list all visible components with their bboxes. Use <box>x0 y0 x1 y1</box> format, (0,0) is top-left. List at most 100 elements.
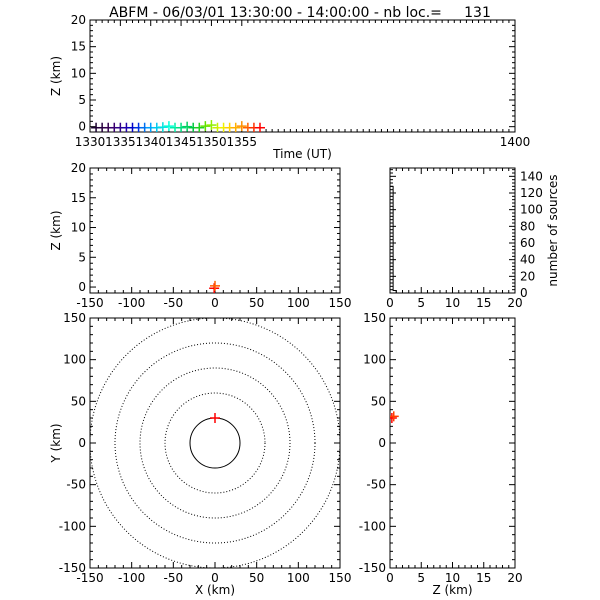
y-axis-label: Y (km) <box>49 423 63 463</box>
x-tick-label: 10 <box>445 571 460 585</box>
y-tick-label: 0 <box>520 286 528 300</box>
x-tick-label: 50 <box>249 296 264 310</box>
y-tick-label: 20 <box>71 13 86 27</box>
panel-height-y: 0 5 10 15 20 -150 -100 -50 0 50 100 150 Z (km) <box>359 311 523 597</box>
panel-x-height: -150 -100 -50 0 50 100 150 0 5 10 15 20 Z (km) <box>49 161 351 310</box>
x-axis-label: Z (km) <box>432 583 472 597</box>
x-tick-label: 0 <box>386 296 394 310</box>
y-tick-label: 100 <box>363 353 386 367</box>
y-tick-label: 140 <box>520 169 543 183</box>
y-tick-label: 0 <box>78 280 86 294</box>
y-axis-label: number of sources <box>546 174 560 286</box>
source-point <box>255 122 265 132</box>
x-tick-label: -150 <box>76 571 103 585</box>
x-tick-label: 1340 <box>135 135 166 149</box>
y-tick-label: 40 <box>520 253 535 267</box>
x-tick-label: 1345 <box>166 135 197 149</box>
y-tick-label: 15 <box>71 191 86 205</box>
data-layer <box>390 411 399 423</box>
plot-frame <box>89 19 516 133</box>
y-tick-label: 15 <box>71 40 86 54</box>
source-point <box>194 122 205 132</box>
panel-time-height: 1330 1335 1340 1345 1350 1355 1400 0 5 10 15 20 Time… <box>49 13 530 161</box>
source-point <box>236 121 247 132</box>
y-tick-label: 120 <box>520 186 543 200</box>
y-tick-label: -150 <box>359 561 386 575</box>
x-tick-label: 0 <box>211 571 219 585</box>
x-axis-label: Time (UT) <box>272 147 332 161</box>
x-tick-label: 20 <box>507 571 522 585</box>
histogram-outline <box>390 185 515 293</box>
x-tick-label: 50 <box>249 571 264 585</box>
y-tick-label: 20 <box>71 161 86 175</box>
x-tick-label: 0 <box>211 296 219 310</box>
x-tick-label: 1350 <box>196 135 227 149</box>
source-point <box>206 120 217 131</box>
x-tick-label: 20 <box>507 296 522 310</box>
y-tick-label: 100 <box>520 203 543 217</box>
data-layer <box>91 120 265 132</box>
source-point <box>200 121 211 132</box>
y-tick-label: 5 <box>78 250 86 264</box>
x-tick-label: -50 <box>164 296 184 310</box>
y-tick-label: 50 <box>371 394 386 408</box>
y-tick-label: 0 <box>78 120 86 134</box>
x-tick-label: 5 <box>417 296 425 310</box>
range-ring <box>114 342 316 544</box>
x-tick-label: 1335 <box>105 135 136 149</box>
panel-plan-view: -150 -100 -50 0 50 100 150 -150 -100 -50 0 50 100 150… <box>49 311 351 597</box>
x-tick-label: 1330 <box>75 135 106 149</box>
x-tick-label: 0 <box>386 571 394 585</box>
y-tick-label: -100 <box>359 519 386 533</box>
source-point <box>182 121 193 132</box>
plot-frame <box>89 317 341 569</box>
x-tick-label: -100 <box>118 571 145 585</box>
source-point <box>390 413 397 423</box>
y-tick-label: 100 <box>63 353 86 367</box>
y-tick-label: -150 <box>59 561 86 575</box>
y-tick-label: 5 <box>78 93 86 107</box>
x-tick-label: 150 <box>329 296 352 310</box>
y-tick-label: -50 <box>366 478 386 492</box>
data-layer <box>90 318 340 568</box>
range-ring <box>164 392 266 494</box>
source-point <box>210 280 220 291</box>
y-axis-label: Z (km) <box>49 56 63 96</box>
data-layer <box>390 185 515 293</box>
y-tick-label: 10 <box>71 66 86 80</box>
y-tick-label: 150 <box>363 311 386 325</box>
y-axis-label: Z (km) <box>49 210 63 250</box>
y-tick-label: 60 <box>520 236 535 250</box>
x-tick-label: 15 <box>476 296 491 310</box>
range-ring <box>139 367 291 519</box>
plot-frame <box>389 167 516 294</box>
source-point <box>390 411 399 422</box>
x-tick-label: -50 <box>164 571 184 585</box>
data-layer <box>209 280 220 293</box>
y-tick-label: -100 <box>59 519 86 533</box>
source-point <box>176 122 187 132</box>
x-tick-label: 10 <box>445 296 460 310</box>
y-tick-label: 0 <box>78 436 86 450</box>
y-tick-label: 10 <box>71 221 86 235</box>
y-tick-label: 0 <box>378 436 386 450</box>
y-tick-label: 150 <box>63 311 86 325</box>
x-axis-label: X (km) <box>195 583 235 597</box>
x-tick-label: 15 <box>476 571 491 585</box>
plot-frame <box>89 167 341 294</box>
panels-group: 1330 1335 1340 1345 1350 1355 140 0 0 5 10 15 20 Time… <box>49 13 560 597</box>
y-tick-label: 50 <box>71 394 86 408</box>
source-point <box>157 122 168 132</box>
y-tick-label: -50 <box>66 478 86 492</box>
source-point <box>209 283 220 293</box>
plot-frame <box>389 317 516 569</box>
y-tick-label: 20 <box>520 269 535 283</box>
x-tick-label: 5 <box>417 571 425 585</box>
source-point <box>163 121 174 132</box>
x-tick-label: -100 <box>118 296 145 310</box>
x-tick-label: 1355 <box>227 135 258 149</box>
y-tick-label: 80 <box>520 219 535 233</box>
